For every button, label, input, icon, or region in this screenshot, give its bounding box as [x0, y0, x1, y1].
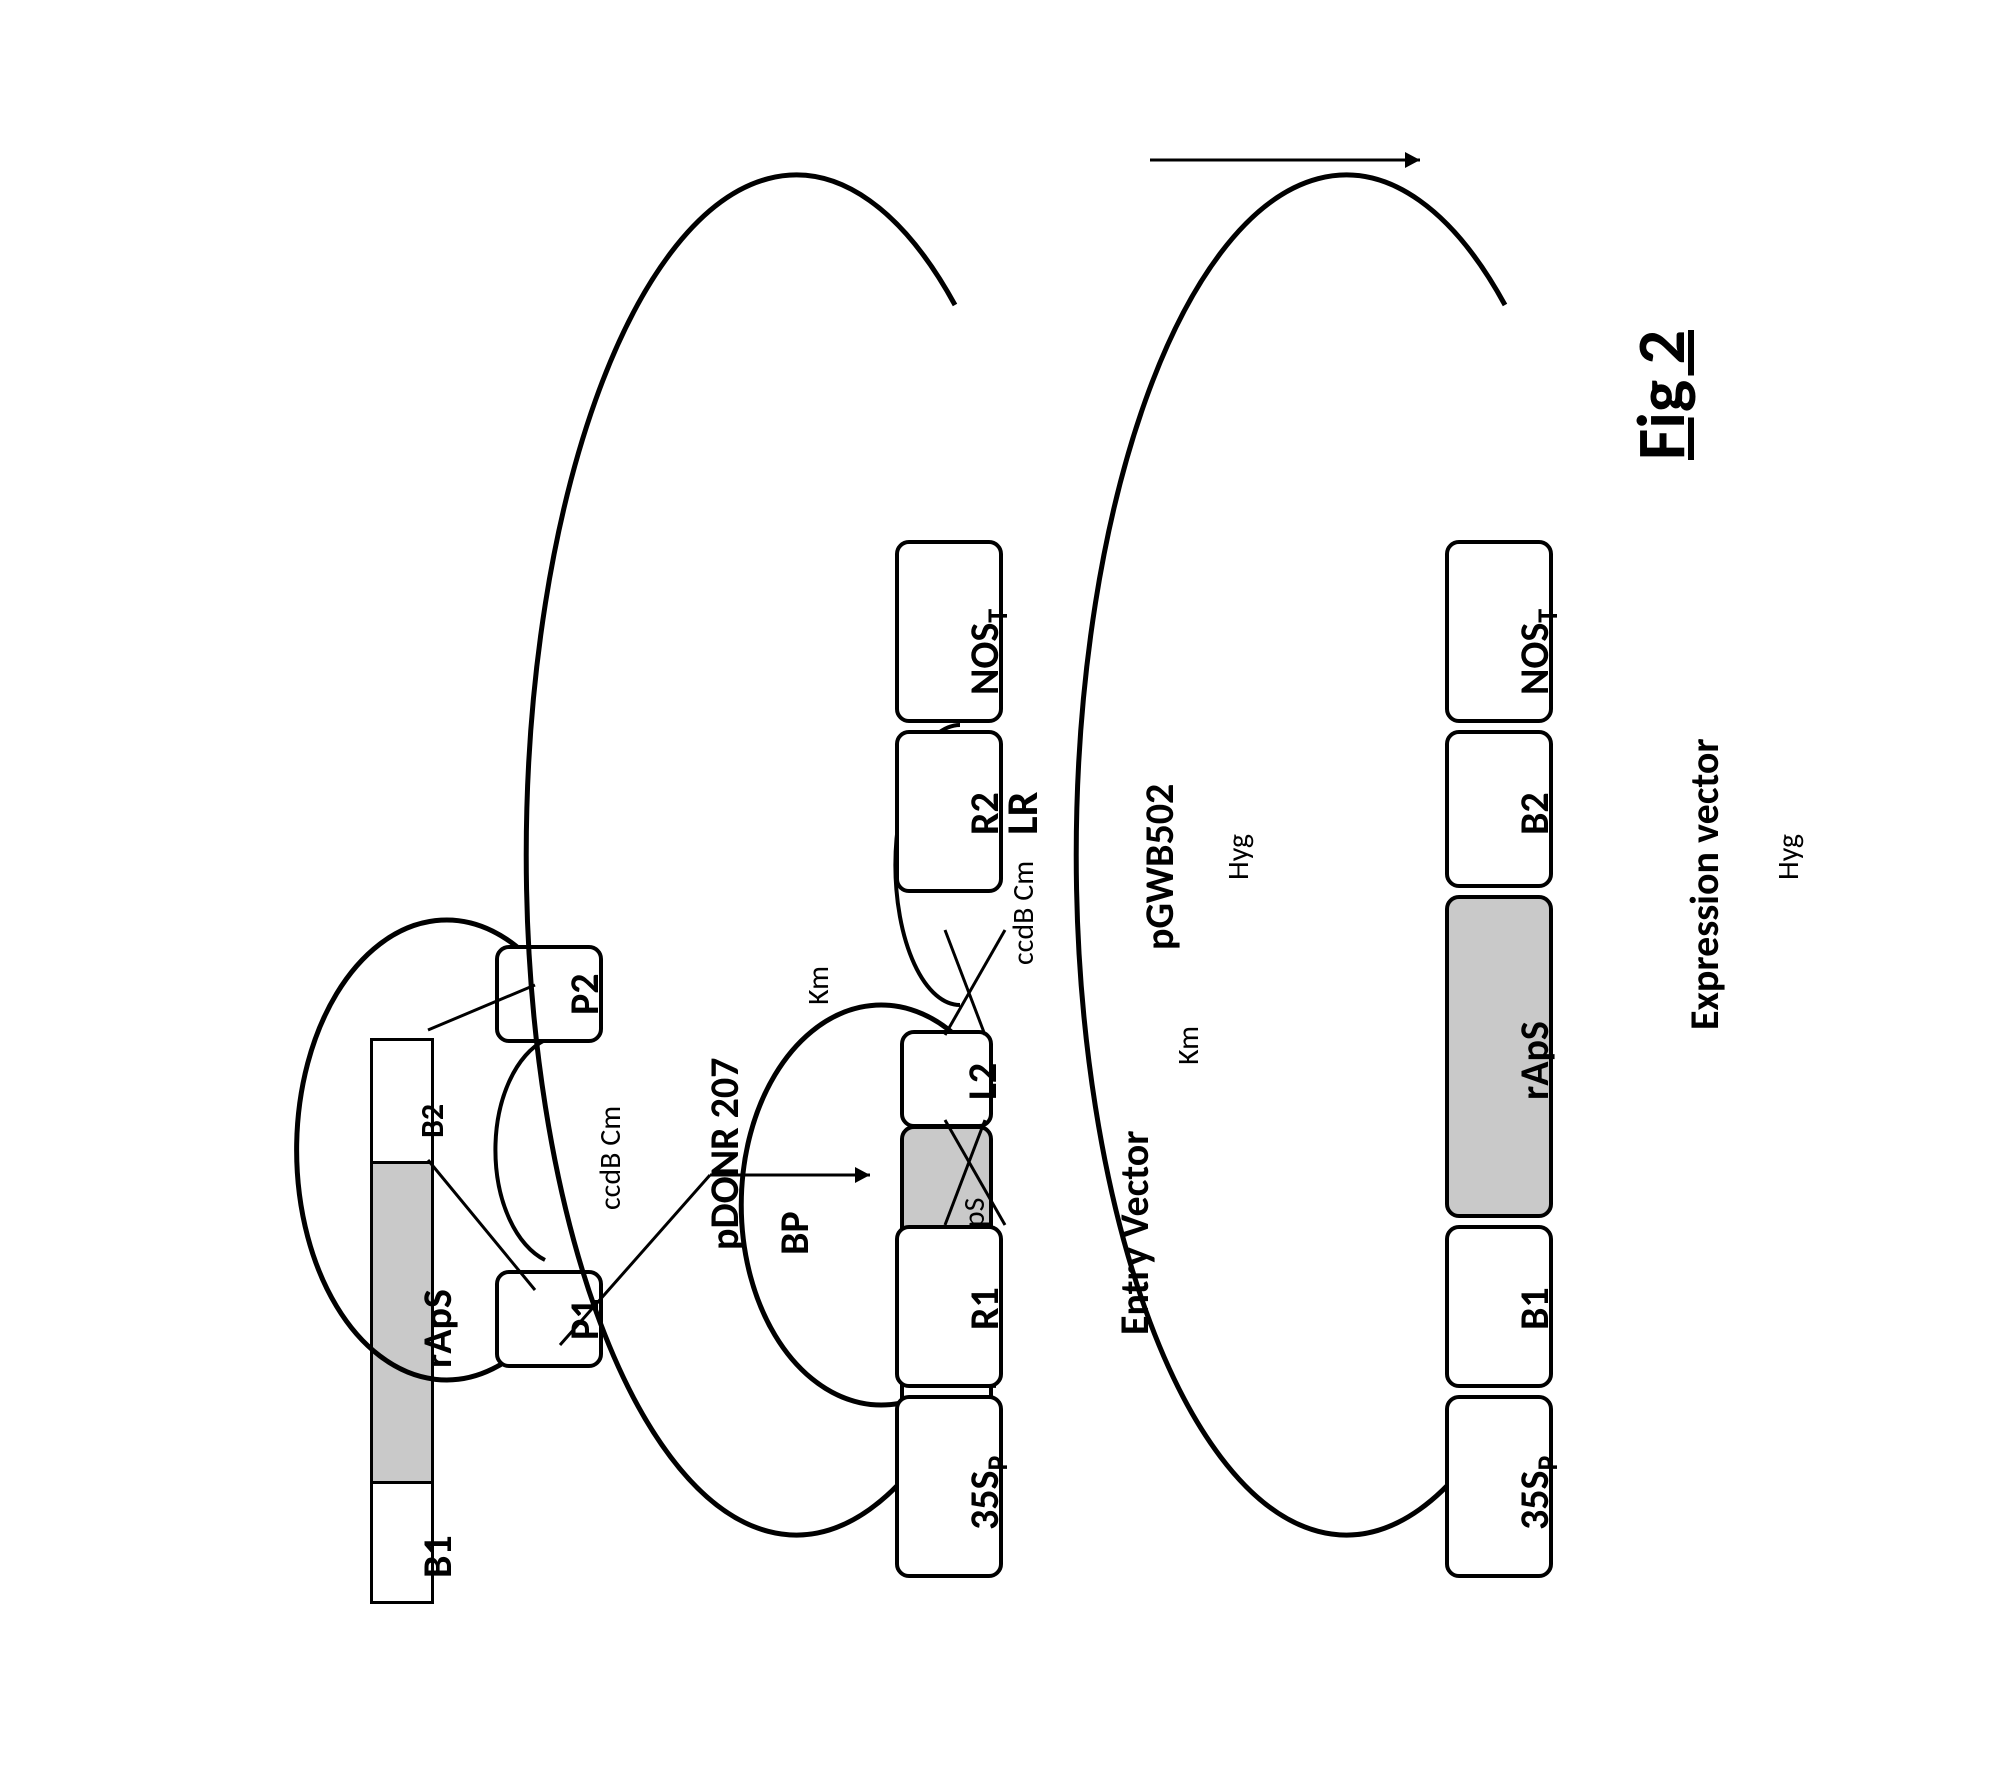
expr-hyg-label: Hyg — [1770, 834, 1807, 880]
pgwb-name-label: pGWB502 — [1135, 784, 1184, 950]
expr-b1-label: B1 — [1510, 1287, 1559, 1330]
figure-2-page: Fig 2 B1 rApS B2 P1 P2 Km pDONR 207 ccdB… — [0, 0, 2013, 1786]
lr-result-arrow — [1150, 145, 1450, 185]
expr-name-label: Expression vector — [1680, 738, 1729, 1030]
bp-reaction-label: BP — [770, 1211, 819, 1255]
expr-nost-label: NOST — [1510, 609, 1565, 695]
pgwb-hyg-label: Hyg — [1220, 834, 1257, 880]
pgwb-r1-label: R1 — [960, 1287, 1009, 1330]
expr-raps-label: rApS — [1510, 1021, 1559, 1100]
pgwb-r2-label: R2 — [960, 792, 1009, 835]
pgwb-ccdb-label: ccdB Cm — [1005, 861, 1042, 965]
pgwb-nost-label: NOST — [960, 609, 1015, 695]
expr-35sp-label: 35SP — [1510, 1456, 1565, 1530]
bp-connector-lines — [370, 900, 870, 1700]
expr-b2-label: B2 — [1510, 792, 1559, 835]
pgwb-35sp-label: 35SP — [960, 1456, 1015, 1530]
